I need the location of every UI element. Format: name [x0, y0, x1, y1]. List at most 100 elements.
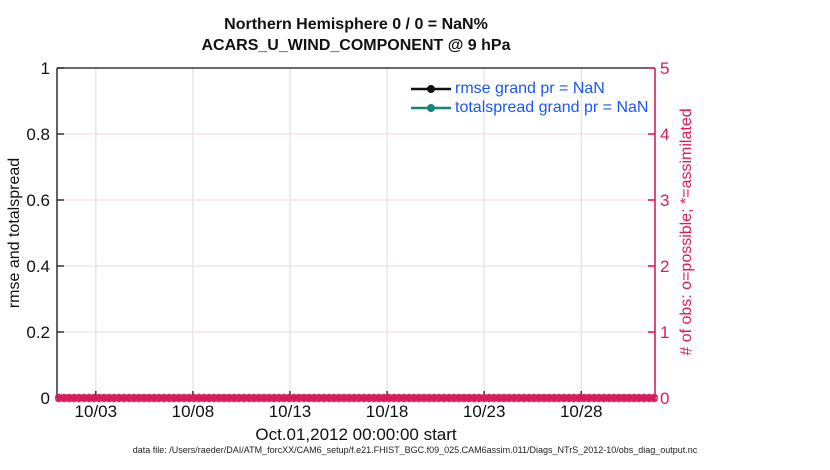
possible-marker — [355, 394, 364, 403]
possible-marker — [425, 394, 434, 403]
possible-marker — [415, 394, 424, 403]
possible-marker — [575, 394, 584, 403]
possible-marker — [325, 394, 334, 403]
possible-marker — [174, 394, 183, 403]
right-y-tick-label: 3 — [660, 191, 670, 210]
possible-marker — [94, 394, 103, 403]
possible-marker — [320, 394, 329, 403]
possible-marker — [605, 394, 614, 403]
possible-marker — [645, 394, 654, 403]
right-y-tick-label: 5 — [660, 59, 670, 78]
left-y-tick-label: 0.6 — [26, 191, 50, 210]
possible-marker — [310, 394, 319, 403]
right-y-tick-label: 2 — [660, 257, 670, 276]
left-y-tick-label: 0.4 — [26, 257, 50, 276]
possible-marker — [189, 394, 198, 403]
possible-marker — [149, 394, 158, 403]
possible-marker — [244, 394, 253, 403]
x-axis-label: Oct.01,2012 00:00:00 start — [255, 425, 457, 444]
possible-marker — [600, 394, 609, 403]
legend: rmse grand pr = NaN totalspread grand pr… — [410, 79, 648, 117]
possible-marker — [285, 394, 294, 403]
possible-marker — [650, 394, 659, 403]
possible-marker — [535, 394, 544, 403]
legend-item-totalspread: totalspread grand pr = NaN — [410, 98, 648, 117]
possible-marker — [224, 394, 233, 403]
possible-marker — [400, 394, 409, 403]
possible-marker — [119, 394, 128, 403]
possible-marker — [405, 394, 414, 403]
possible-marker — [84, 394, 93, 403]
possible-marker — [184, 394, 193, 403]
legend-label-rmse: rmse grand pr = NaN — [455, 79, 605, 97]
possible-marker — [55, 394, 64, 403]
possible-marker — [194, 394, 203, 403]
right-y-tick-label: 1 — [660, 323, 670, 342]
possible-marker — [500, 394, 509, 403]
possible-marker — [640, 394, 649, 403]
possible-marker — [410, 394, 419, 403]
rmse-line-marker-icon — [411, 84, 451, 93]
possible-marker — [295, 394, 304, 403]
possible-marker — [555, 394, 564, 403]
possible-marker — [610, 394, 619, 403]
possible-marker — [480, 394, 489, 403]
possible-marker — [365, 394, 374, 403]
possible-marker — [525, 394, 534, 403]
x-tick-label: 10/18 — [365, 402, 409, 421]
right-y-tick-label: 4 — [660, 125, 670, 144]
possible-marker — [254, 394, 263, 403]
possible-marker — [550, 394, 559, 403]
possible-marker — [79, 394, 88, 403]
obs-count-marker-band — [55, 393, 659, 403]
right-y-tick-label: 0 — [660, 389, 670, 408]
possible-marker — [64, 394, 73, 403]
possible-marker — [630, 394, 639, 403]
possible-marker — [515, 394, 524, 403]
possible-marker — [144, 394, 153, 403]
possible-marker — [89, 394, 98, 403]
totalspread-line-marker-icon — [411, 103, 451, 112]
possible-marker — [540, 394, 549, 403]
possible-marker — [565, 394, 574, 403]
possible-marker — [510, 394, 519, 403]
possible-marker — [385, 394, 394, 403]
possible-marker — [265, 394, 274, 403]
possible-marker — [590, 394, 599, 403]
possible-marker — [395, 394, 404, 403]
possible-marker — [420, 394, 429, 403]
possible-marker — [249, 394, 258, 403]
possible-marker — [485, 394, 494, 403]
possible-marker — [219, 394, 228, 403]
possible-marker — [275, 394, 284, 403]
possible-marker — [455, 394, 464, 403]
left-y-tick-label: 0 — [40, 389, 50, 408]
x-tick-label: 10/13 — [268, 402, 312, 421]
possible-marker — [465, 394, 474, 403]
possible-marker — [260, 394, 269, 403]
possible-marker — [129, 394, 138, 403]
possible-marker — [199, 394, 208, 403]
possible-marker — [74, 394, 83, 403]
chart-title: Northern Hemisphere 0 / 0 = NaN% ACARS_U… — [57, 14, 655, 56]
possible-marker — [520, 394, 529, 403]
left-y-tick-label: 0.2 — [26, 323, 50, 342]
possible-marker — [585, 394, 594, 403]
possible-marker — [560, 394, 569, 403]
possible-marker — [370, 394, 379, 403]
possible-marker — [615, 394, 624, 403]
possible-marker — [139, 394, 148, 403]
possible-marker — [470, 394, 479, 403]
possible-marker — [495, 394, 504, 403]
possible-marker — [570, 394, 579, 403]
possible-marker — [580, 394, 589, 403]
possible-marker — [280, 394, 289, 403]
possible-marker — [335, 394, 344, 403]
possible-marker — [209, 394, 218, 403]
possible-marker — [460, 394, 469, 403]
possible-marker — [169, 394, 178, 403]
possible-marker — [360, 394, 369, 403]
possible-marker — [69, 394, 78, 403]
